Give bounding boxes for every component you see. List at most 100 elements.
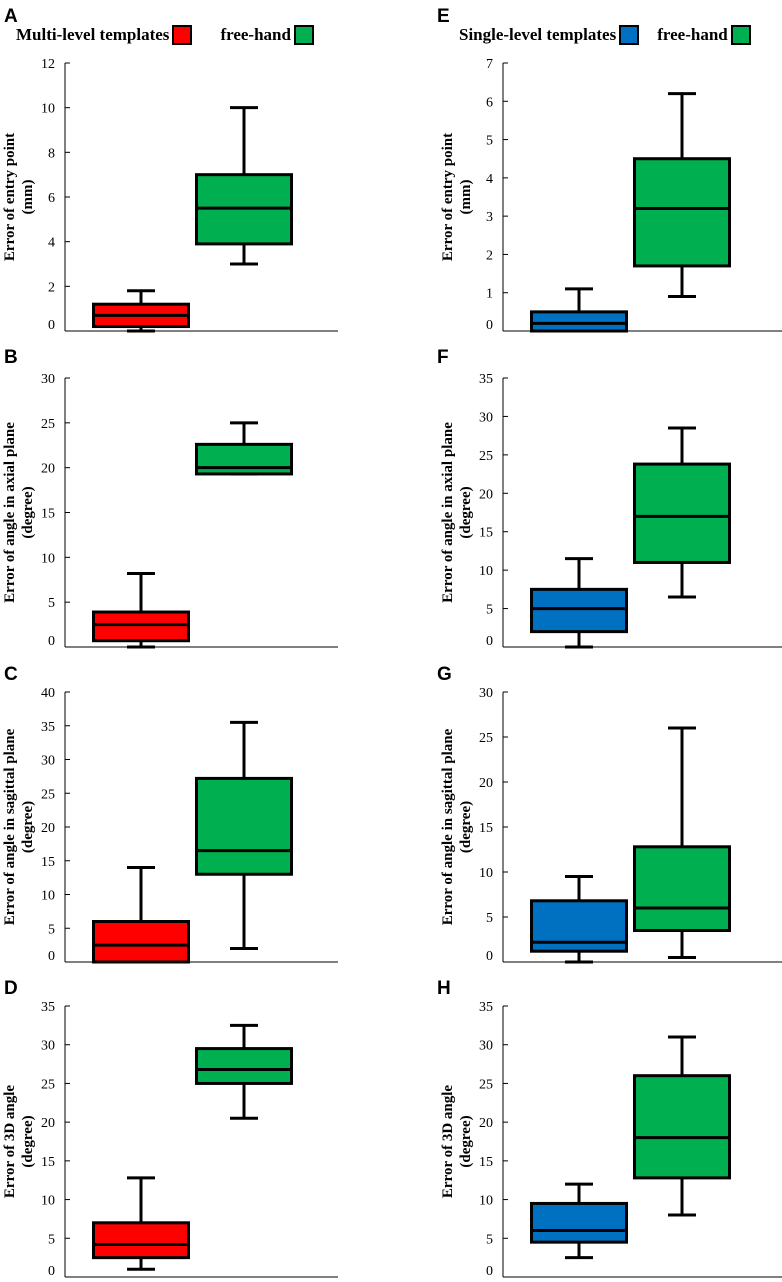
legend-label-single-level: Single-level templates [459,25,617,44]
y-tick-label: 4 [48,236,55,251]
box-template [530,287,628,333]
chart-panel-f: 0 5 10 15 20 25 30 35 Error of angle in axial pl… [440,372,782,649]
y-tick-label: 0 [48,318,55,333]
legend-label-multi-level: Multi-level templates [16,25,170,44]
y-axis-label-line: Error of entry point [2,133,18,261]
y-tick-label: 30 [41,754,55,769]
y-tick-label: 30 [479,410,493,425]
y-tick-label: 20 [41,1116,55,1131]
y-tick-label: 25 [479,449,493,464]
box-iqr [92,610,190,643]
chart-panel-c: 0 5 10 15 20 25 30 35 40 Error of angle in sagitt… [2,686,338,964]
y-tick-label: 25 [479,1077,493,1092]
y-tick-label: 3 [486,210,493,225]
y-tick-label: 20 [479,487,493,502]
y-tick-label: 40 [41,686,55,701]
y-tick-label: 10 [479,1194,493,1209]
y-tick-label: 7 [486,57,493,72]
y-tick-label: 30 [479,686,493,701]
chart-panel-g: 0 5 10 15 20 25 30 Error of angle in sagittal p… [440,686,782,964]
y-tick-label: 2 [486,248,493,263]
y-axis-label-line: Error of angle in axial plane [2,422,18,603]
box-iqr [633,1074,731,1180]
box-free-hand [195,720,293,950]
chart-panel-e: 0 1 2 3 4 5 6 7 Error of entry point (mm) [440,57,782,333]
panel-letter-a: A [4,6,18,27]
y-tick-label: 0 [486,318,493,333]
y-axis-label-line: (degree) [20,801,36,853]
y-tick-label: 10 [41,551,55,566]
box-template [92,866,190,964]
y-tick-label: 6 [48,191,55,206]
legend-swatch-free-hand [293,25,314,45]
y-tick-label: 20 [41,462,55,477]
y-tick-label: 15 [41,507,55,522]
box-iqr [530,310,628,333]
y-tick-label: 5 [48,1232,55,1247]
y-tick-label: 4 [486,172,493,187]
box-free-hand [633,92,731,299]
y-axis-label-line: Error of angle in axial plane [440,422,456,603]
panel-letter-f: F [437,347,449,368]
panel-letter-e: E [437,6,450,27]
y-tick-label: 5 [486,1232,493,1247]
y-axis-label-line: (degree) [458,1115,474,1167]
y-tick-label: 0 [48,1264,55,1279]
box-iqr [92,1221,190,1260]
y-tick-label: 10 [479,564,493,579]
y-tick-label: 1 [486,287,493,302]
box-free-hand [195,421,293,476]
y-tick-label: 0 [486,1264,493,1279]
y-tick-label: 35 [41,1000,55,1015]
y-tick-label: 25 [41,787,55,802]
box-iqr [195,442,293,476]
y-axis-label: Error of angle in axial plane (degree) [2,422,36,603]
box-template [530,1182,628,1260]
panel-letter-b: B [4,347,18,368]
y-tick-label: 10 [41,102,55,117]
box-iqr [530,1201,628,1244]
legend-label-free-hand-right: free-hand [657,25,728,44]
y-tick-label: 35 [41,720,55,735]
y-tick-label: 6 [486,95,493,110]
y-tick-label: 8 [48,146,55,161]
legend-right: Single-level templates free-hand [459,22,751,48]
box-iqr [633,157,731,268]
y-tick-label: 35 [479,1000,493,1015]
y-axis-label: Error of 3D angle (degree) [440,1085,474,1199]
box-template [530,557,628,649]
box-free-hand [195,106,293,266]
y-tick-label: 30 [41,1039,55,1054]
panel-letter-g: G [437,664,452,685]
y-axis-label: Error of angle in axial plane (degree) [440,422,474,603]
panel-letter-c: C [4,664,18,685]
y-axis-label-line: Error of angle in sagittal plane [2,728,18,925]
y-tick-label: 25 [41,1077,55,1092]
y-tick-label: 15 [479,821,493,836]
legend-label-free-hand: free-hand [220,25,291,44]
box-free-hand [633,1035,731,1217]
box-iqr [195,776,293,876]
y-tick-label: 15 [41,1155,55,1170]
y-axis-label-line: Error of entry point [440,133,456,261]
box-iqr [195,1047,293,1085]
box-template [92,289,190,333]
y-tick-label: 0 [48,634,55,649]
y-axis-label: Error of angle in sagittal plane (degree) [440,728,474,925]
y-axis-label: Error of angle in sagittal plane (degree) [2,728,36,925]
y-axis-label-line: Error of 3D angle [440,1085,456,1199]
y-tick-label: 0 [486,949,493,964]
y-tick-label: 5 [486,911,493,926]
panel-letter-d: D [4,978,18,999]
chart-panel-h: 0 5 10 15 20 25 30 35 Error of 3D angle (degree) [440,1000,782,1279]
y-axis-label-line: (degree) [20,486,36,538]
box-iqr [92,920,190,964]
box-free-hand [633,726,731,959]
y-tick-label: 35 [479,372,493,387]
y-tick-label: 2 [48,280,55,295]
chart-panel-a: 0 2 4 6 8 10 12 Error of entry point (mm) [2,57,338,333]
y-tick-label: 0 [48,949,55,964]
y-axis-label-line: (degree) [458,801,474,853]
y-tick-label: 15 [41,855,55,870]
